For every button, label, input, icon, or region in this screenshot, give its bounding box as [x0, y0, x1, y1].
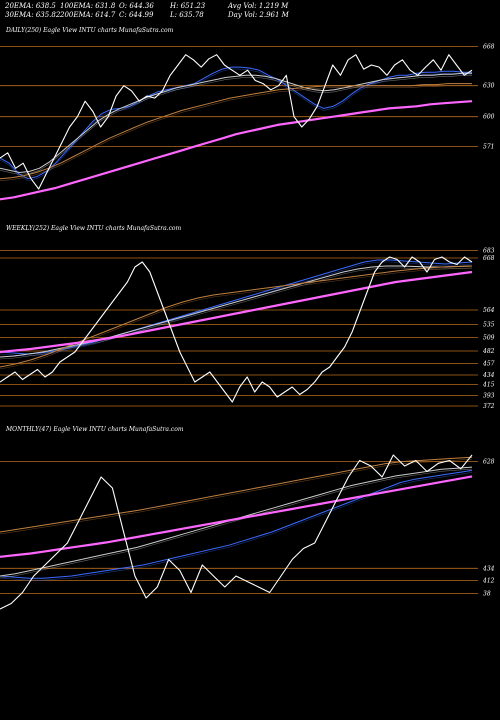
avg-volume: Avg Vol: 1.219 M: [228, 2, 289, 10]
indicator-header: 20EMA: 638.5 100EMA: 631.8 O: 644.36 H: …: [0, 0, 500, 22]
monthly-chart-title: MONTHLY(47) Eagle View INTU charts Munaf…: [6, 426, 184, 433]
daily-ma-line-2: [0, 72, 472, 173]
monthly-ma-line-2: [0, 466, 473, 577]
weekly-price-line: [0, 256, 473, 403]
weekly-ma-line-4: [0, 270, 473, 354]
high-value: H: 651.23: [170, 2, 206, 10]
close-value: C: 644.99: [119, 11, 154, 19]
weekly-level-label-4: 509: [483, 335, 495, 342]
daily-level-label-3: 571: [483, 144, 494, 151]
weekly-ma-line-1: [0, 259, 473, 355]
monthly-chart: 628 434 412 38: [0, 454, 495, 610]
weekly-level-label-5: 482: [482, 348, 495, 355]
low-value: L: 635.78: [170, 11, 204, 19]
daily-ma-line-3: [0, 83, 472, 180]
monthly-ma-line-3: [0, 456, 473, 533]
ema20-value: 20EMA: 638.5: [5, 2, 56, 10]
monthly-ma-line-1: [0, 469, 473, 579]
daily-chart: 668 630 600 571: [0, 43, 495, 201]
daily-level-label-1: 630: [483, 83, 495, 90]
weekly-level-label-8: 415: [482, 382, 495, 389]
daily-price-line: [0, 54, 473, 190]
weekly-series-3-band: [0, 267, 473, 370]
monthly-level-label-3: 38: [483, 591, 491, 598]
monthly-ma-line-4: [0, 475, 473, 558]
weekly-level-label-9: 393: [483, 393, 495, 400]
daily-series-3-band: [0, 85, 472, 181]
daily-level-label-2: 600: [483, 114, 495, 121]
monthly-level-label-2: 412: [482, 577, 495, 584]
weekly-chart-title: WEEKLY(252) Eagle View INTU charts Munaf…: [6, 225, 182, 232]
ema100-value: 100EMA: 631.8: [60, 2, 116, 10]
monthly-series-3-band: [0, 458, 473, 535]
ema200-value: 200EMA: 614.7: [60, 11, 116, 19]
weekly-level-label-2: 564: [483, 307, 495, 314]
open-value: O: 644.36: [119, 2, 154, 10]
weekly-level-label-6: 457: [482, 361, 495, 368]
daily-level-label-0: 668: [483, 43, 495, 50]
weekly-level-label-10: 372: [483, 403, 495, 410]
monthly-series-1-band: [0, 472, 473, 581]
weekly-level-label-3: 535: [483, 322, 495, 329]
monthly-series-2-band: [0, 468, 473, 579]
monthly-level-label-0: 628: [483, 459, 495, 466]
monthly-level-label-1: 434: [482, 565, 495, 572]
weekly-ma-line-2: [0, 265, 473, 358]
weekly-level-label-7: 434: [482, 372, 495, 379]
day-volume: Day Vol: 2.961 M: [228, 11, 289, 19]
weekly-level-label-0: 683: [483, 248, 495, 255]
monthly-price-line: [0, 454, 473, 610]
daily-ma-line-1: [0, 66, 472, 180]
daily-chart-title: DAILY(250) Eagle View INTU charts Munafa…: [6, 27, 174, 34]
weekly-series-1-band: [0, 261, 473, 357]
ema30-value: 30EMA: 635.82: [5, 11, 61, 19]
daily-series-2-band: [0, 74, 472, 175]
weekly-level-label-1: 668: [483, 255, 495, 262]
daily-ma-line-4: [0, 100, 473, 201]
